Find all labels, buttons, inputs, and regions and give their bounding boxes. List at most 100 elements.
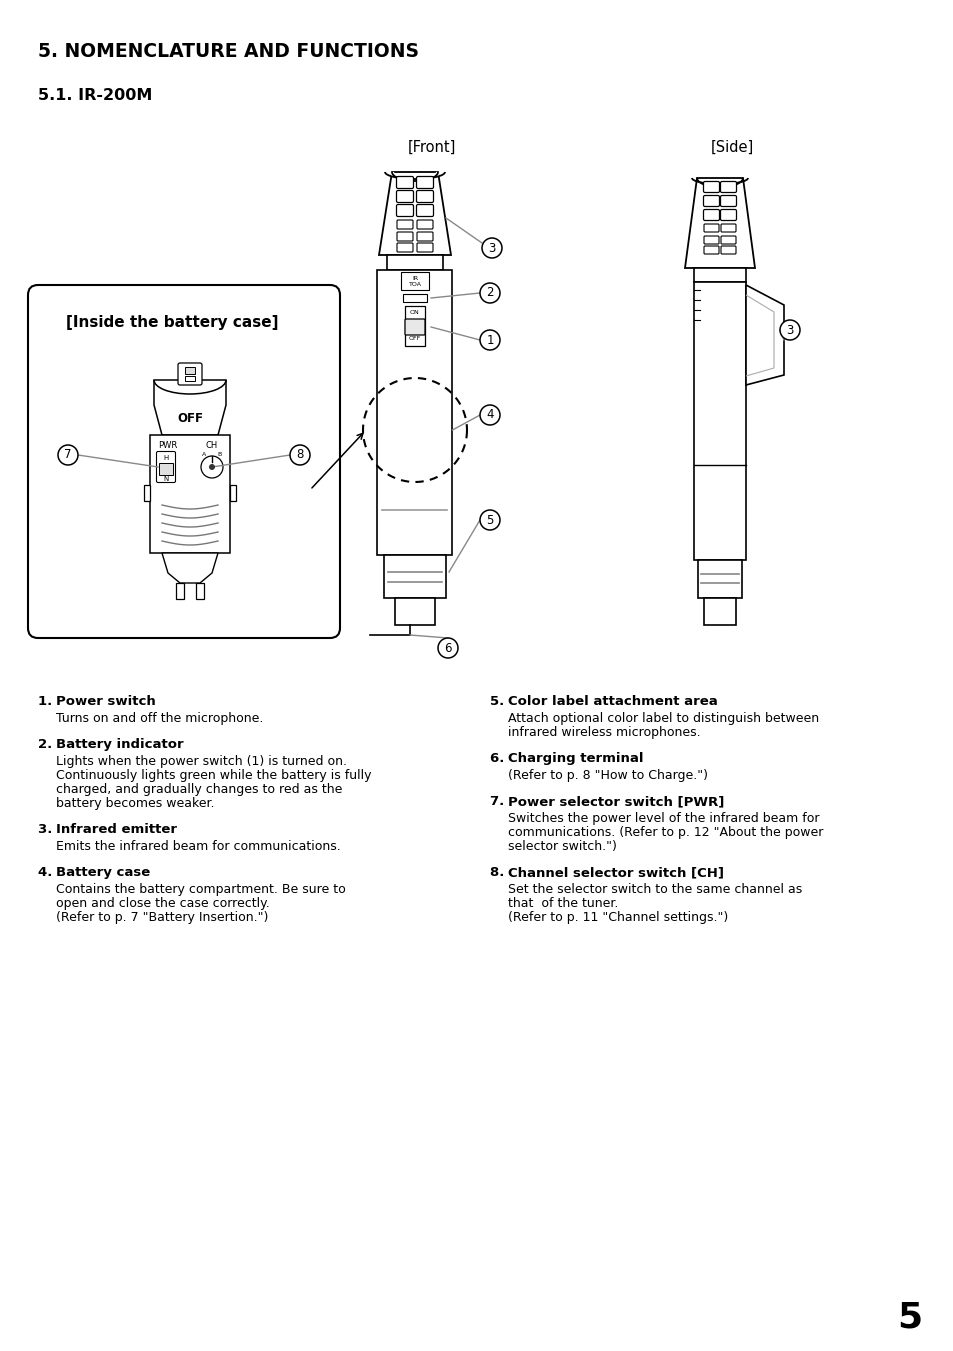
FancyBboxPatch shape <box>703 236 719 245</box>
Text: IR: IR <box>412 276 417 281</box>
Text: Color label attachment area: Color label attachment area <box>507 694 717 708</box>
Circle shape <box>479 282 499 303</box>
Text: Channel selector switch [CH]: Channel selector switch [CH] <box>507 866 723 880</box>
FancyBboxPatch shape <box>416 177 433 189</box>
Bar <box>377 270 452 555</box>
FancyBboxPatch shape <box>416 204 433 216</box>
FancyBboxPatch shape <box>416 243 433 253</box>
Text: Power switch: Power switch <box>56 694 155 708</box>
Bar <box>175 584 184 598</box>
FancyBboxPatch shape <box>416 220 433 230</box>
FancyBboxPatch shape <box>396 220 413 230</box>
Text: 2.: 2. <box>38 738 57 751</box>
FancyBboxPatch shape <box>702 209 719 220</box>
Text: [Side]: [Side] <box>710 141 753 155</box>
Bar <box>387 255 442 270</box>
Text: Charging terminal: Charging terminal <box>507 753 643 765</box>
Text: 7: 7 <box>64 449 71 462</box>
Text: TOA: TOA <box>408 282 421 286</box>
Text: 5: 5 <box>897 1301 922 1335</box>
Text: 6.: 6. <box>490 753 509 765</box>
Polygon shape <box>153 380 226 435</box>
Polygon shape <box>684 178 754 267</box>
Text: Power selector switch [PWR]: Power selector switch [PWR] <box>507 794 723 808</box>
Bar <box>703 598 735 626</box>
Circle shape <box>437 638 457 658</box>
FancyBboxPatch shape <box>720 246 735 254</box>
Bar <box>159 463 172 476</box>
Text: Attach optional color label to distinguish between: Attach optional color label to distingui… <box>507 712 819 725</box>
Circle shape <box>479 405 499 426</box>
Text: 3.: 3. <box>38 823 57 836</box>
Bar <box>693 267 745 282</box>
Circle shape <box>481 238 501 258</box>
FancyBboxPatch shape <box>703 224 719 232</box>
Text: 3: 3 <box>488 242 496 254</box>
Bar <box>195 584 204 598</box>
Text: ON: ON <box>410 309 419 315</box>
FancyBboxPatch shape <box>702 181 719 192</box>
FancyBboxPatch shape <box>720 236 735 245</box>
FancyBboxPatch shape <box>416 190 433 203</box>
Bar <box>402 295 427 303</box>
Text: open and close the case correctly.: open and close the case correctly. <box>56 897 270 911</box>
Text: 6: 6 <box>444 642 452 654</box>
Circle shape <box>479 330 499 350</box>
Text: N: N <box>163 476 169 482</box>
Text: B: B <box>217 453 222 457</box>
Circle shape <box>209 463 214 470</box>
FancyBboxPatch shape <box>396 177 413 189</box>
Text: 4.: 4. <box>38 866 57 880</box>
Text: communications. (Refer to p. 12 "About the power: communications. (Refer to p. 12 "About t… <box>507 825 822 839</box>
FancyBboxPatch shape <box>396 243 413 253</box>
Text: charged, and gradually changes to red as the: charged, and gradually changes to red as… <box>56 784 342 796</box>
Text: selector switch."): selector switch.") <box>507 840 617 852</box>
Bar <box>185 376 194 381</box>
Circle shape <box>58 444 78 465</box>
Polygon shape <box>162 553 218 584</box>
Bar <box>693 282 745 561</box>
FancyBboxPatch shape <box>405 319 424 335</box>
Text: OFF: OFF <box>177 412 203 424</box>
Text: Emits the infrared beam for communications.: Emits the infrared beam for communicatio… <box>56 840 340 852</box>
Text: that  of the tuner.: that of the tuner. <box>507 897 618 911</box>
Polygon shape <box>745 285 783 385</box>
Text: battery becomes weaker.: battery becomes weaker. <box>56 797 214 811</box>
Text: 7.: 7. <box>490 794 508 808</box>
FancyBboxPatch shape <box>720 196 736 207</box>
Circle shape <box>290 444 310 465</box>
Bar <box>405 305 424 346</box>
Text: Set the selector switch to the same channel as: Set the selector switch to the same chan… <box>507 884 801 896</box>
Bar <box>395 598 435 626</box>
Text: 5.: 5. <box>490 694 508 708</box>
Text: [Front]: [Front] <box>407 141 456 155</box>
Text: 1.: 1. <box>38 694 57 708</box>
Text: Turns on and off the microphone.: Turns on and off the microphone. <box>56 712 263 725</box>
Bar <box>230 485 235 501</box>
Text: H: H <box>163 455 169 461</box>
Text: 3: 3 <box>785 323 793 336</box>
Bar <box>698 561 741 598</box>
Text: 8.: 8. <box>490 866 509 880</box>
Text: 4: 4 <box>486 408 494 422</box>
Circle shape <box>201 457 223 478</box>
Polygon shape <box>378 172 451 255</box>
Text: 5. NOMENCLATURE AND FUNCTIONS: 5. NOMENCLATURE AND FUNCTIONS <box>38 42 418 61</box>
Text: A: A <box>202 453 206 457</box>
Text: 5: 5 <box>486 513 493 527</box>
FancyBboxPatch shape <box>720 181 736 192</box>
Text: 5.1. IR-200M: 5.1. IR-200M <box>38 88 152 103</box>
Text: Switches the power level of the infrared beam for: Switches the power level of the infrared… <box>507 812 819 825</box>
Circle shape <box>479 509 499 530</box>
Bar <box>384 555 446 598</box>
FancyBboxPatch shape <box>720 209 736 220</box>
FancyBboxPatch shape <box>720 224 735 232</box>
Text: Continuously lights green while the battery is fully: Continuously lights green while the batt… <box>56 769 371 782</box>
Text: CH: CH <box>206 440 218 450</box>
FancyBboxPatch shape <box>396 190 413 203</box>
Text: (Refer to p. 7 "Battery Insertion."): (Refer to p. 7 "Battery Insertion.") <box>56 911 268 924</box>
Text: Contains the battery compartment. Be sure to: Contains the battery compartment. Be sur… <box>56 884 345 896</box>
Text: Battery indicator: Battery indicator <box>56 738 183 751</box>
Text: (Refer to p. 8 "How to Charge."): (Refer to p. 8 "How to Charge.") <box>507 769 707 782</box>
FancyBboxPatch shape <box>702 196 719 207</box>
